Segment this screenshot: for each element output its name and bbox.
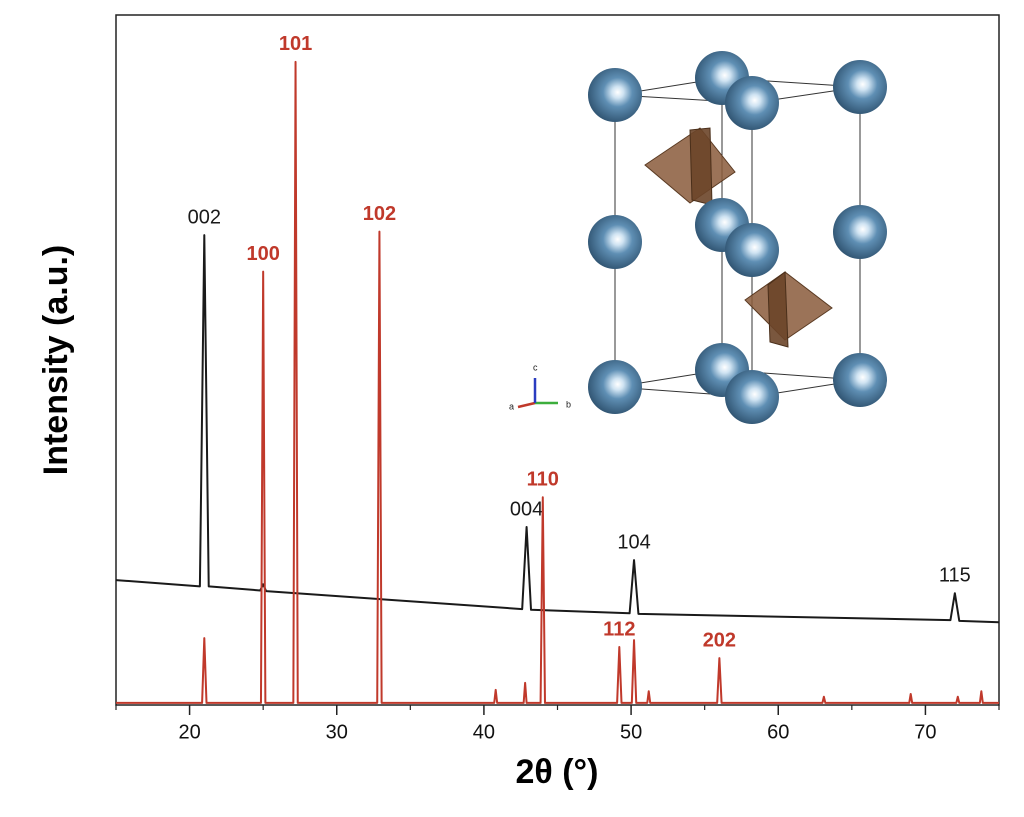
x-tick-label: 60	[767, 721, 789, 743]
peak-label: 110	[527, 469, 559, 491]
peak-label: 115	[939, 565, 971, 587]
crystal-inset: a b c	[509, 51, 887, 424]
peak-label: 002	[188, 206, 221, 228]
peak-label: 104	[617, 531, 650, 553]
series-line	[115, 234, 1000, 624]
peak-label: 101	[279, 33, 312, 55]
series-line	[116, 60, 999, 704]
x-axis-label: 2θ (°)	[516, 753, 599, 791]
peak-label: 112	[603, 618, 635, 640]
peak-label: 004	[510, 498, 543, 520]
x-tick-label: 30	[326, 721, 348, 743]
x-tick-label: 50	[620, 721, 642, 743]
x-tick-label: 70	[914, 721, 936, 743]
inset-axis-label: c	[533, 362, 538, 372]
x-tick-label: 40	[473, 721, 495, 743]
peak-label: 100	[246, 243, 279, 265]
y-axis-label: Intensity (a.u.)	[37, 245, 75, 475]
inset-axis-label: b	[566, 399, 571, 409]
inset-axis-label: a	[509, 401, 514, 411]
x-tick-label: 20	[178, 721, 200, 743]
peak-label: 202	[703, 629, 736, 651]
peak-label: 102	[363, 203, 396, 225]
